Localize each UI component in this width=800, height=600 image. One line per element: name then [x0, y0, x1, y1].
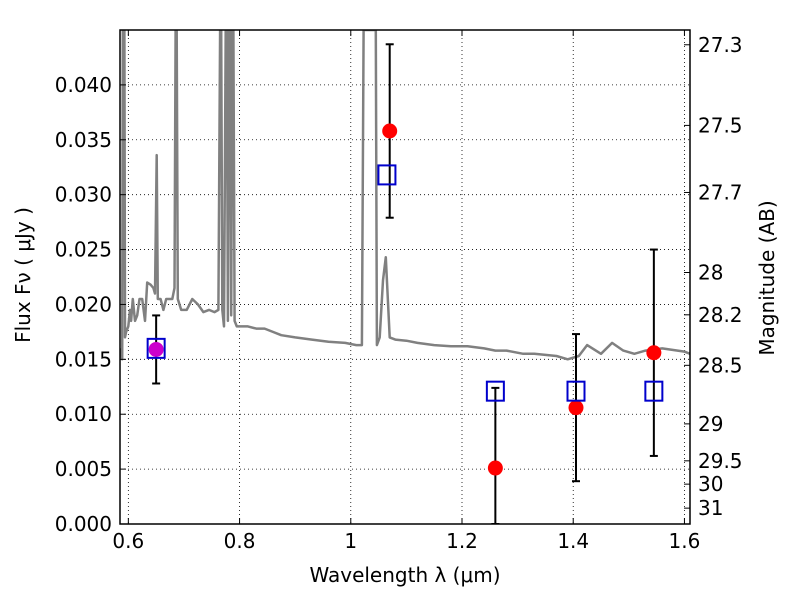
mag-tick-label: 29.5: [698, 449, 743, 473]
y-tick-label: 0.020: [55, 292, 112, 316]
y-tick-label: 0.035: [55, 128, 112, 152]
x-tick-label: 0.6: [112, 529, 144, 553]
y-tick-label: 0.000: [55, 512, 112, 536]
y-tick-label: 0.010: [55, 402, 112, 426]
data-series: [120, 30, 690, 524]
model-square: [377, 164, 397, 186]
x-tick-label: 1.6: [669, 529, 701, 553]
model-square: [146, 337, 166, 359]
grid-lines: [120, 30, 690, 525]
x-axis-label: Wavelength λ (μm): [309, 563, 500, 587]
x-tick-label: 1: [344, 529, 357, 553]
model-square: [566, 380, 586, 402]
model-square: [644, 380, 664, 402]
x-tick-label: 0.8: [224, 529, 256, 553]
data-point: [568, 400, 584, 416]
mag-tick-label: 27.5: [698, 113, 743, 137]
y-tick-label: 0.015: [55, 347, 112, 371]
data-point: [382, 123, 398, 139]
mag-tick-label: 27.3: [698, 33, 743, 57]
mag-tick-label: 31: [698, 496, 723, 520]
mag-tick-label: 28.2: [698, 303, 743, 327]
mag-tick-label: 29: [698, 412, 723, 436]
data-point: [148, 341, 164, 357]
mag-tick-label: 27.7: [698, 180, 743, 204]
y-tick-label: 0.005: [55, 457, 112, 481]
model-square: [485, 380, 505, 402]
data-point: [487, 460, 503, 476]
plot-frame: [119, 29, 691, 525]
mag-tick-label: 30: [698, 472, 723, 496]
mag-tick-label: 28: [698, 260, 723, 284]
y-tick-label: 0.030: [55, 183, 112, 207]
spectrum-line: [120, 30, 690, 361]
y-axis-label: Flux Fν ( μJy ): [11, 207, 35, 343]
y-tick-label: 0.040: [55, 73, 112, 97]
y-axis-right-label: Magnitude (AB): [755, 200, 779, 355]
x-tick-label: 1.4: [557, 529, 589, 553]
y-tick-label: 0.025: [55, 238, 112, 262]
axes: 0.6 0.8 1 1.2 1.4 1.6 0.000 0.005 0.010 0.015 0.02…: [55, 29, 743, 553]
mag-tick-label: 28.5: [698, 353, 743, 377]
data-point: [646, 345, 662, 361]
x-tick-label: 1.2: [446, 529, 478, 553]
